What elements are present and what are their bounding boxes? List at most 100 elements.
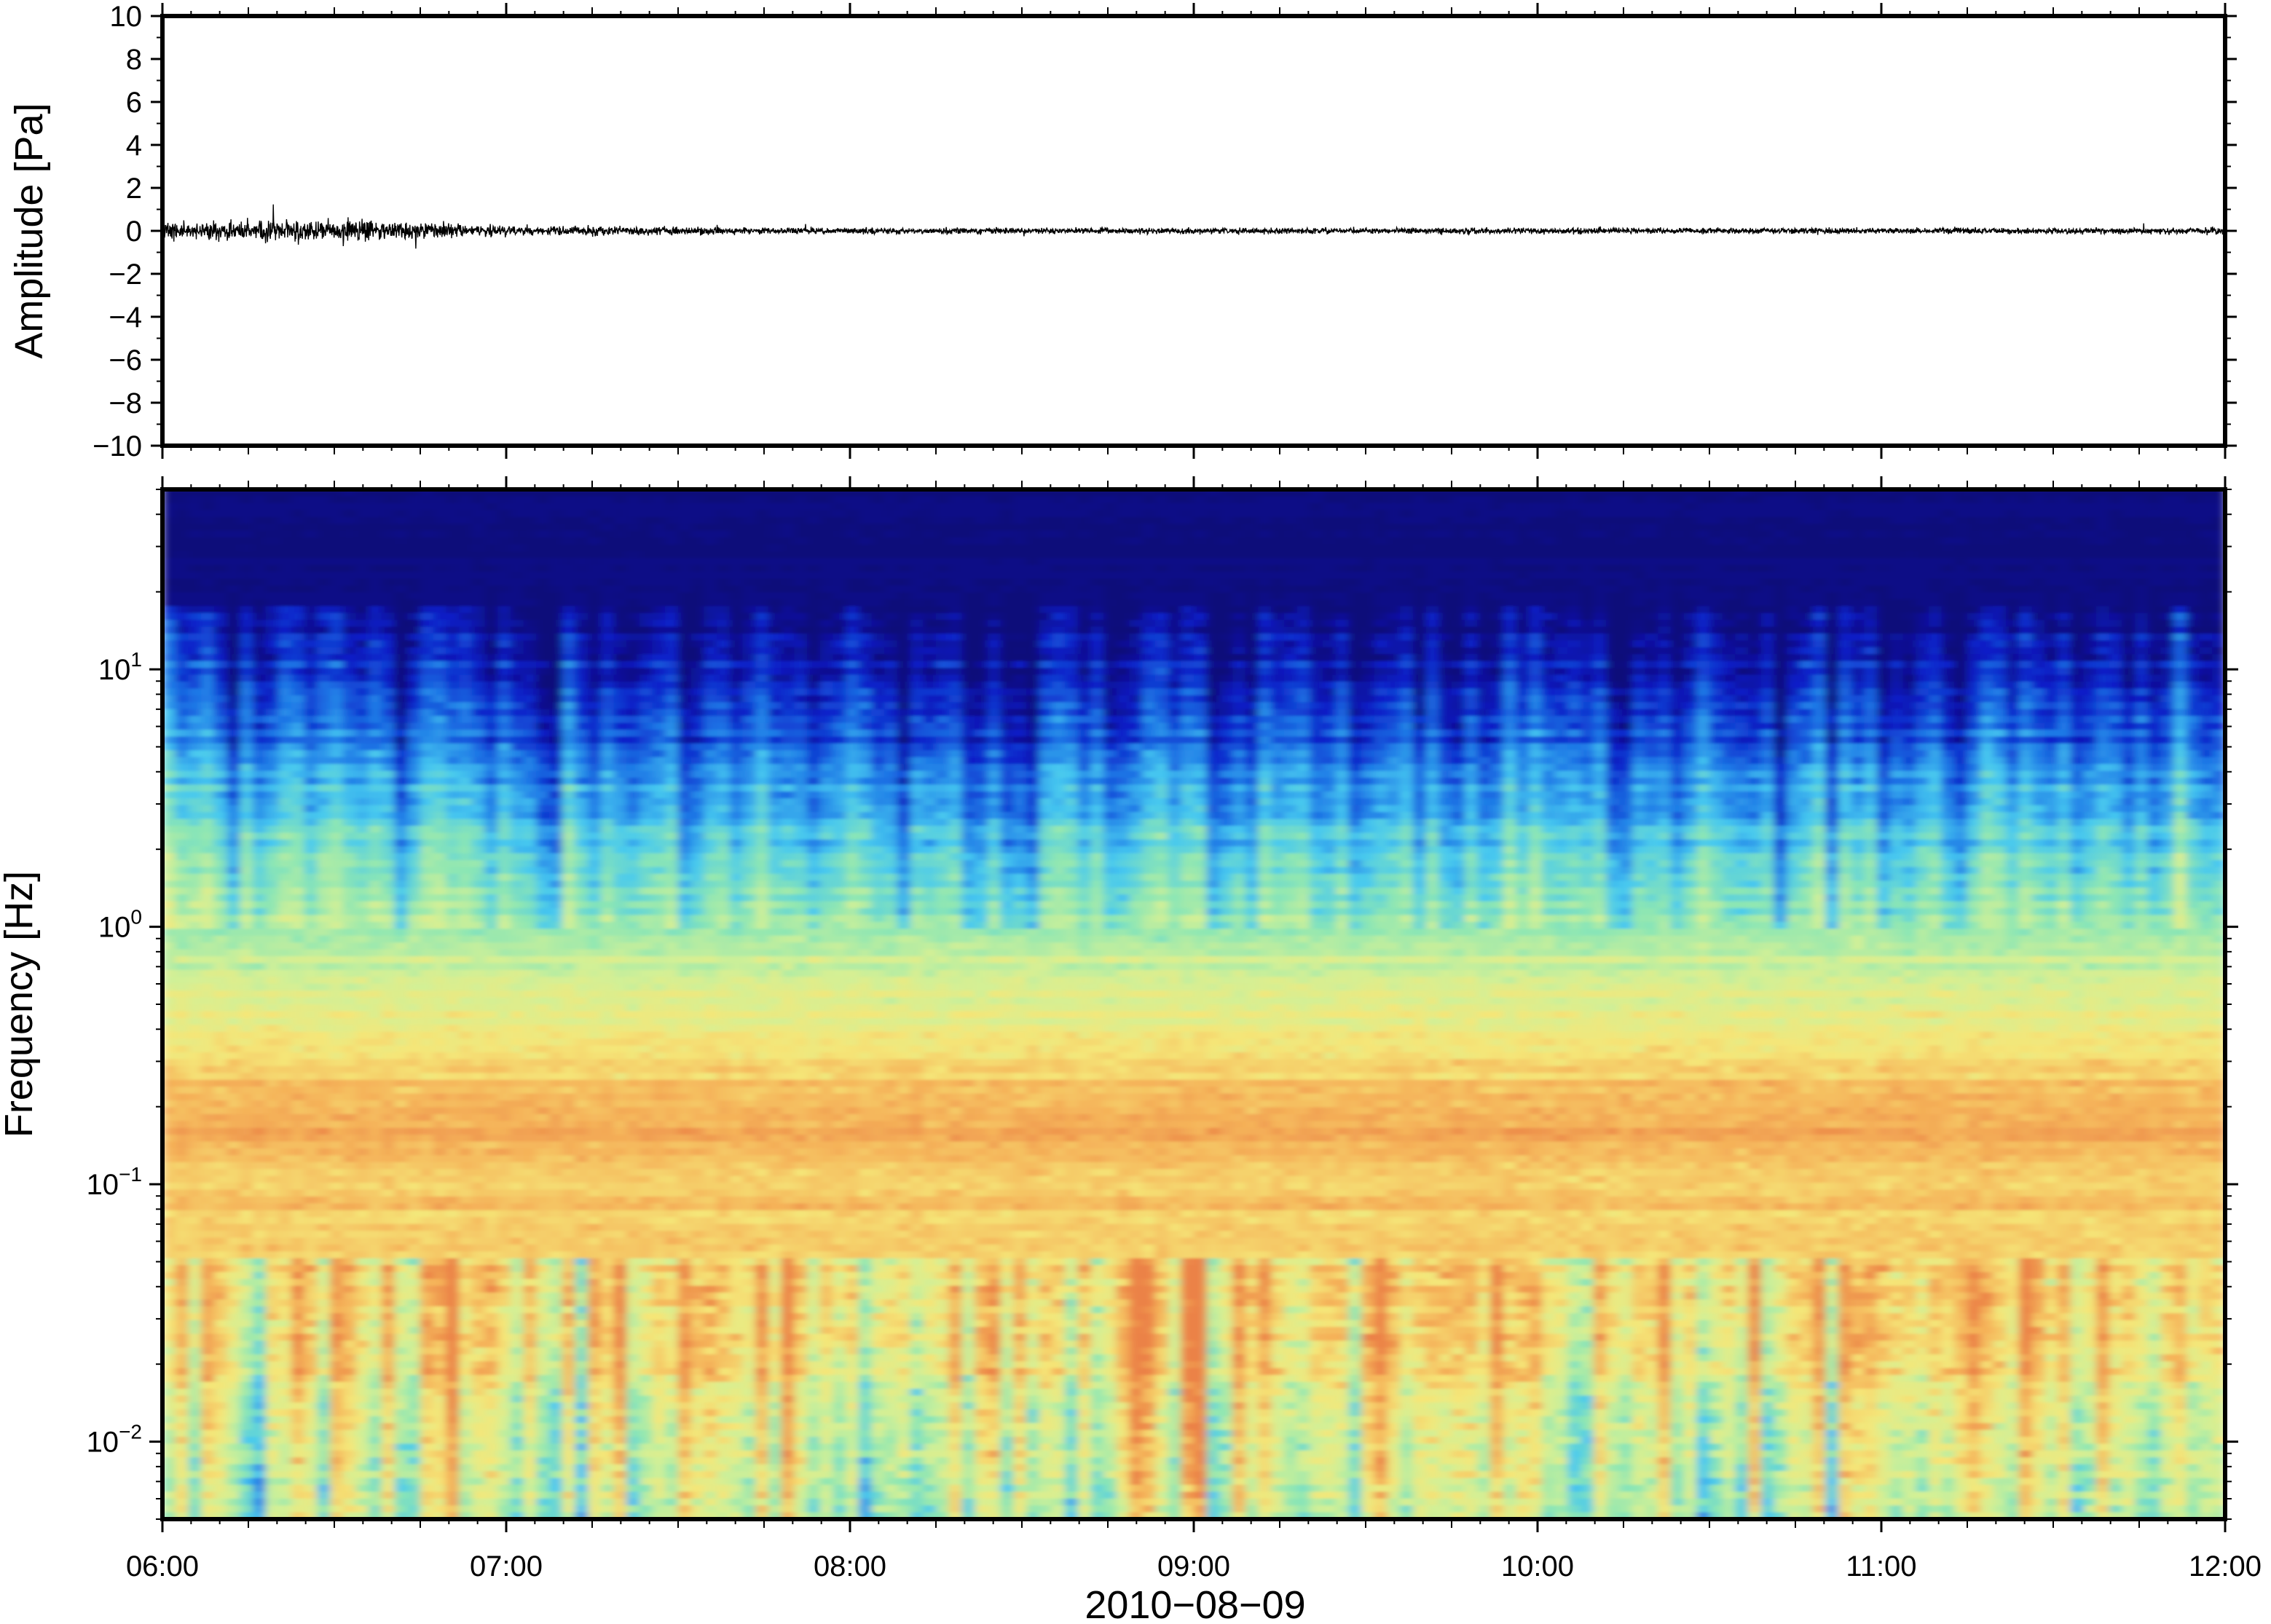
spectrogram-cell <box>1490 647 1504 655</box>
spectrogram-cell <box>923 537 937 545</box>
spectrogram-cell <box>407 572 421 580</box>
spectrogram-cell <box>1013 496 1027 504</box>
spectrogram-cell <box>201 544 215 552</box>
spectrogram-cell <box>2044 489 2058 497</box>
spectrogram-cell <box>1283 620 1298 628</box>
spectrogram-cell <box>562 620 576 628</box>
spectrogram-cell <box>1941 612 1956 620</box>
spectrogram-cell <box>936 599 950 607</box>
spectrogram-cell <box>213 502 228 511</box>
spectrogram-cell <box>781 688 795 696</box>
spectrogram-cell <box>227 496 240 504</box>
spectrogram-cell <box>910 606 924 614</box>
spectrogram-cell <box>1774 544 1787 552</box>
spectrogram-cell <box>240 544 253 552</box>
spectrogram-cell <box>407 674 421 682</box>
spectrogram-cell <box>1490 544 1504 552</box>
spectrogram-cell <box>497 530 511 538</box>
spectrogram-cell <box>1412 516 1427 524</box>
spectrogram-cell <box>1696 551 1710 559</box>
spectrogram-cell <box>794 489 808 497</box>
spectrogram-cell <box>1838 524 1852 532</box>
spectrogram-cell <box>1889 620 1904 628</box>
spectrogram-cell <box>1065 524 1079 532</box>
spectrogram-cell <box>858 647 873 655</box>
spectrogram-cell <box>510 647 524 655</box>
spectrogram-cell <box>2044 516 2058 524</box>
spectrogram-cell <box>1000 633 1014 642</box>
spectrogram-cell <box>1889 524 1904 532</box>
spectrogram-cell <box>2096 578 2110 586</box>
spectrogram-cell <box>1296 578 1311 586</box>
spectrogram-cell <box>729 606 744 614</box>
spectrogram-cell <box>342 551 357 559</box>
spectrogram-cell <box>575 612 589 620</box>
spectrogram-cell <box>1154 564 1169 572</box>
spectrogram-cell <box>162 681 176 690</box>
spectrogram-cell <box>2135 668 2149 676</box>
spectrogram-cell <box>1245 502 1259 511</box>
spectrogram-cell <box>240 661 253 669</box>
spectrogram-cell <box>240 681 253 690</box>
spectrogram-cell <box>536 661 550 669</box>
spectrogram-cell <box>1310 502 1323 511</box>
spectrogram-cell <box>2096 544 2110 552</box>
spectrogram-cell <box>807 612 821 620</box>
spectrogram-cell <box>1464 578 1479 586</box>
spectrogram-cell <box>1374 489 1388 497</box>
spectrogram-cell <box>1619 558 1633 566</box>
spectrogram-cell <box>394 585 409 594</box>
spectrogram-cell <box>1206 489 1221 497</box>
spectrogram-cell <box>2070 558 2085 566</box>
spectrogram-cell <box>1374 661 1388 669</box>
spectrogram-cell <box>317 668 331 676</box>
spectrogram-cell <box>1310 524 1323 532</box>
spectrogram-cell <box>1967 599 1981 607</box>
spectrogram-cell <box>2147 530 2162 538</box>
spectrogram-cell <box>342 626 357 634</box>
spectrogram-cell <box>1232 661 1246 669</box>
spectrogram-cell <box>781 626 795 634</box>
spectrogram-cell <box>1323 516 1337 524</box>
spectrogram-cell <box>1864 668 1878 676</box>
spectrogram-cell <box>1412 640 1427 648</box>
spectrogram-cell <box>1296 558 1311 566</box>
spectrogram-cell <box>690 612 705 620</box>
spectrogram-cell <box>2096 599 2110 607</box>
spectrogram-cell <box>1296 496 1311 504</box>
spectrogram-cell <box>1722 647 1736 655</box>
spectrogram-cell <box>2031 530 2045 538</box>
spectrogram-cell <box>846 510 859 518</box>
spectrogram-cell <box>1271 585 1285 594</box>
spectrogram-cell <box>588 633 602 642</box>
spectrogram-cell <box>1477 592 1491 600</box>
spectrogram-cell <box>1206 551 1221 559</box>
spectrogram-cell <box>523 510 538 518</box>
spectrogram-cell <box>1954 612 1968 620</box>
spectrogram-cell <box>1142 572 1156 580</box>
spectrogram-cell <box>1052 516 1066 524</box>
spectrogram-cell <box>536 620 550 628</box>
spectrogram-cell <box>948 572 963 580</box>
spectrogram-cell <box>871 626 885 634</box>
spectrogram-cell <box>794 674 808 682</box>
spectrogram-cell <box>1541 510 1556 518</box>
spectrogram-cell <box>948 489 963 497</box>
spectrogram-cell <box>2173 620 2187 628</box>
spectrogram-cell <box>1503 496 1517 504</box>
spectrogram-cell <box>1889 572 1904 580</box>
spectrogram-cell <box>704 537 717 545</box>
spectrogram-cell <box>2057 592 2071 600</box>
spectrogram-cell <box>1632 496 1646 504</box>
spectrogram-cell <box>2006 640 2020 648</box>
spectrogram-cell <box>1232 530 1246 538</box>
spectrogram-cell <box>729 620 744 628</box>
spectrogram-cell <box>1619 640 1633 648</box>
spectrogram-cell <box>1168 620 1182 628</box>
spectrogram-cell <box>1065 551 1079 559</box>
spectrogram-cell <box>2031 502 2045 511</box>
spectrogram-cell <box>304 530 318 538</box>
spectrogram-cell <box>1541 524 1556 532</box>
spectrogram-cell <box>342 612 357 620</box>
spectrogram-cell <box>1039 551 1053 559</box>
